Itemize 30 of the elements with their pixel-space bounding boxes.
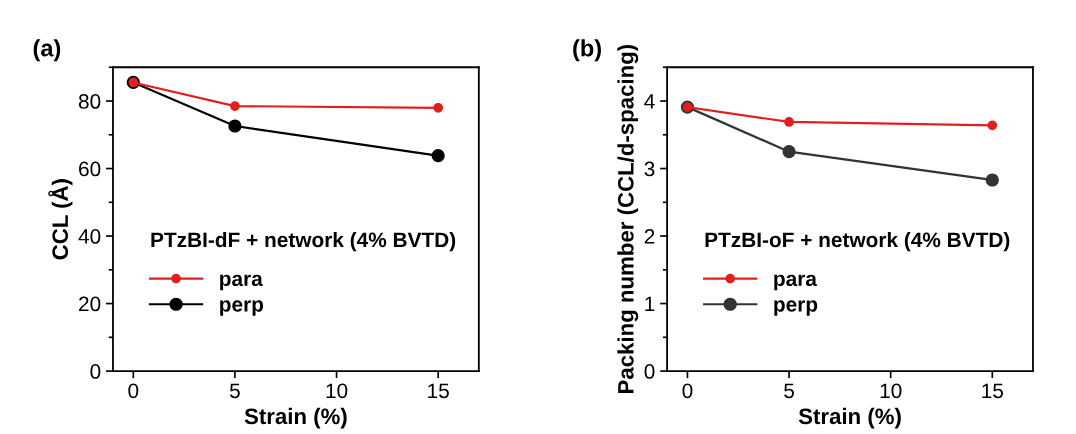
y-axis-title: CCL (Å) (48, 179, 73, 260)
text: (a) (33, 39, 61, 62)
legend-title: PTzBI-oF + network (4% BVTD) (705, 231, 1010, 252)
y-axis-title: Packing number (CCL/d-spacing) (617, 44, 639, 393)
x-tick-label: 0 (128, 383, 139, 399)
legend-label: para (774, 274, 818, 291)
y-tick-label: 60 (79, 161, 101, 177)
x-axis-title: Strain (%) (244, 407, 347, 429)
x-tick-label: 5 (784, 383, 794, 399)
legend-title: PTzBI-dF + network (4% BVTD) (151, 231, 456, 252)
y-tick-label: 0 (644, 364, 655, 379)
y-tick-label: 1 (645, 296, 655, 312)
x-tick-label: 0 (682, 383, 693, 399)
x-tick-label: 10 (880, 383, 902, 399)
x-tick-label: 15 (428, 383, 449, 399)
x-tick-label: 10 (326, 383, 348, 399)
y-tick-label: 3 (644, 161, 655, 177)
text: (b) (573, 39, 601, 62)
x-tick-label: 5 (229, 383, 240, 399)
x-tick-label: 15 (982, 383, 1004, 399)
y-tick-label: 80 (78, 94, 101, 109)
legend-label: perp (774, 300, 818, 316)
y-tick-label: 2 (644, 229, 655, 244)
x-axis-title: Strain (%) (798, 407, 901, 429)
y-tick-label: 0 (90, 364, 101, 379)
legend-label: para (220, 274, 263, 291)
y-tick-label: 4 (644, 94, 655, 109)
y-tick-label: 40 (78, 229, 101, 244)
y-tick-label: 20 (79, 296, 101, 312)
legend-label: perp (220, 300, 264, 316)
